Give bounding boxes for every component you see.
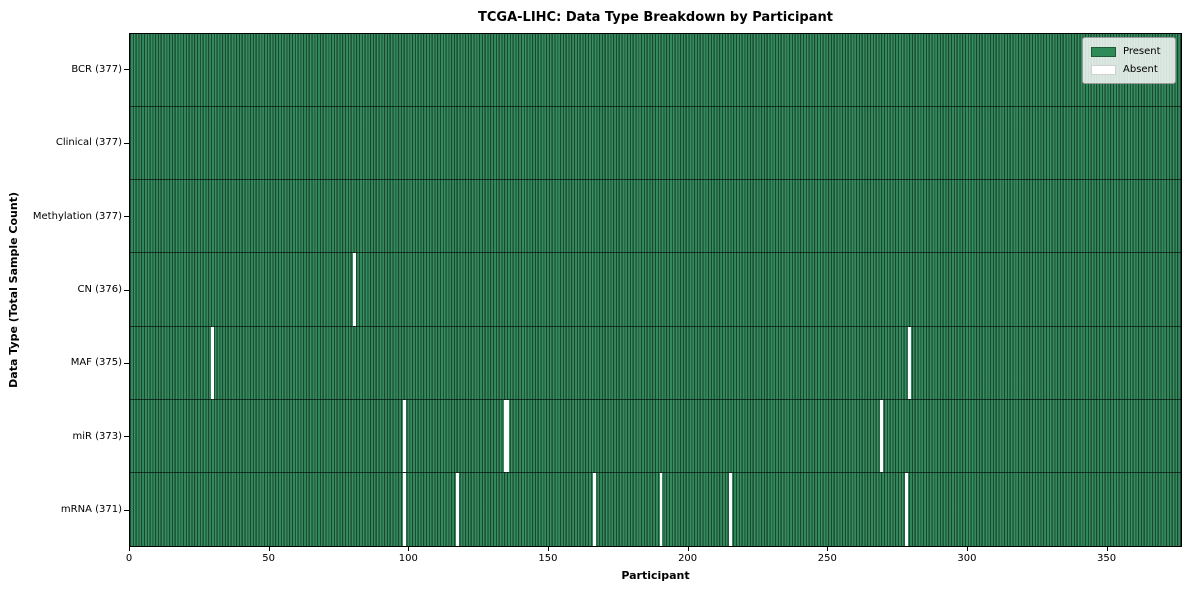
absent-marker [879, 399, 883, 472]
absent-marker [503, 399, 507, 472]
row-CN [130, 253, 1181, 327]
legend: Present Absent [1082, 37, 1176, 84]
legend-label: Absent [1123, 64, 1158, 75]
y-tick [124, 289, 129, 291]
absent-marker [403, 472, 406, 546]
absent-marker [907, 326, 911, 399]
row-miR [130, 399, 1181, 473]
chart-title: TCGA-LIHC: Data Type Breakdown by Partic… [478, 10, 833, 25]
x-tick [408, 547, 410, 551]
absent-marker [210, 326, 214, 399]
row-mRNA [130, 472, 1181, 546]
y-tick-label-miR: miR (373) [72, 430, 122, 442]
legend-item-present: Present [1091, 44, 1167, 59]
y-tick-label-Clinical: Clinical (377) [55, 137, 122, 149]
x-tick-label: 100 [398, 553, 418, 564]
y-tick-label-BCR: BCR (377) [71, 63, 122, 75]
y-tick [124, 436, 129, 438]
y-tick [124, 142, 129, 144]
row-Clinical [130, 107, 1181, 181]
x-tick [687, 547, 689, 551]
row-MAF [130, 326, 1181, 400]
y-tick [124, 362, 129, 364]
legend-item-absent: Absent [1091, 62, 1167, 77]
y-tick-label-MAF: MAF (375) [70, 357, 122, 369]
legend-swatch-absent [1091, 64, 1116, 75]
y-tick-label-CN: CN (376) [77, 284, 122, 295]
absent-marker [506, 399, 510, 472]
absent-marker [456, 472, 459, 546]
absent-marker [353, 253, 356, 326]
x-tick-label: 200 [678, 553, 698, 564]
absent-marker [905, 472, 908, 546]
x-tick-label: 150 [538, 553, 558, 564]
absent-marker [592, 472, 596, 546]
row-BCR [130, 34, 1181, 108]
x-tick-label: 0 [125, 553, 133, 564]
absent-marker [729, 472, 733, 546]
y-tick-label-Methylation: Methylation (377) [32, 210, 122, 222]
x-tick-label: 300 [957, 553, 977, 564]
x-tick [966, 547, 968, 551]
x-axis-title: Participant [621, 569, 690, 582]
x-tick-label: 50 [262, 553, 275, 564]
y-tick [124, 69, 129, 71]
x-tick [547, 547, 549, 551]
y-tick [124, 216, 129, 218]
x-tick [129, 547, 130, 551]
y-tick-label-mRNA: mRNA (371) [60, 504, 122, 516]
y-tick [124, 509, 129, 511]
row-Methylation [130, 180, 1181, 254]
x-tick-label: 250 [817, 553, 837, 564]
x-tick [827, 547, 829, 551]
x-tick [1106, 547, 1108, 551]
x-tick-label: 350 [1097, 553, 1117, 564]
x-tick [268, 547, 270, 551]
legend-label: Present [1123, 46, 1161, 57]
absent-marker [659, 472, 663, 546]
absent-marker [403, 399, 406, 472]
legend-swatch-present [1091, 46, 1116, 57]
plot-area [129, 33, 1182, 547]
